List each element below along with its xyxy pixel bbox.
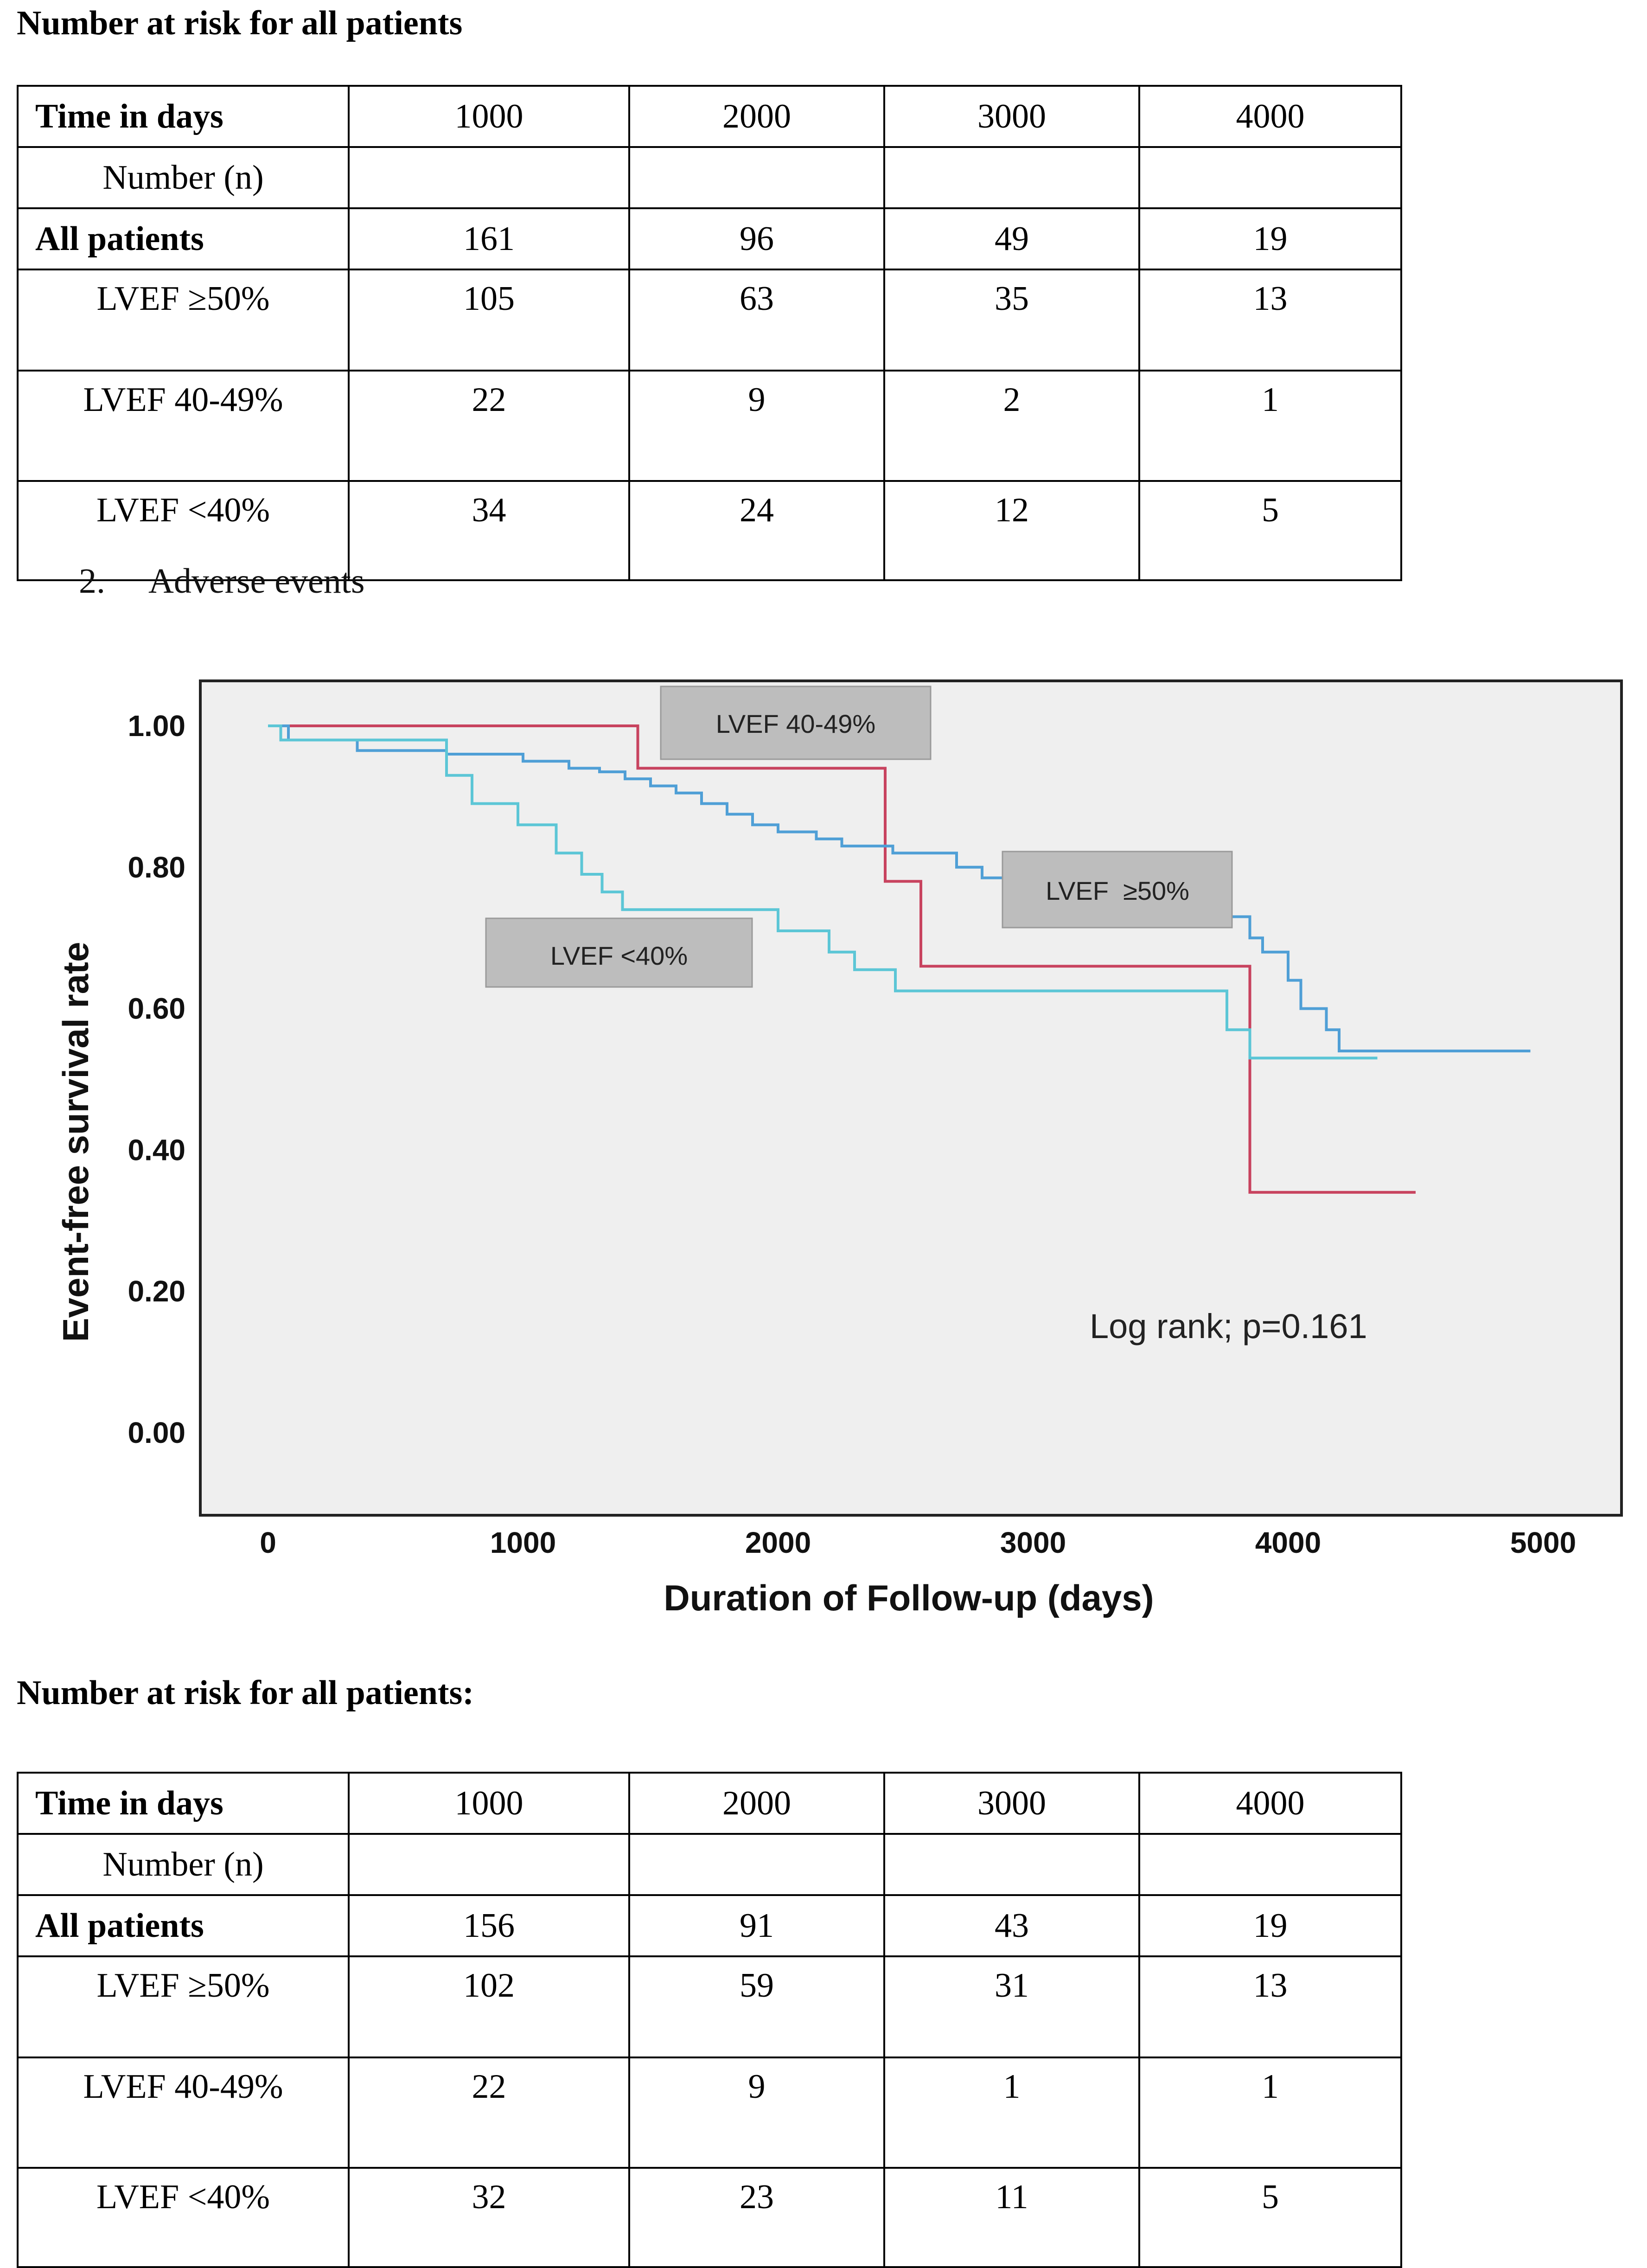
subheader-number: Number (n) xyxy=(17,146,350,209)
x-axis-title: Duration of Follow-up (days) xyxy=(664,1577,1154,1618)
label-box-lvef-40-49 xyxy=(660,686,932,760)
risk-cell: 59 xyxy=(628,1955,885,2058)
risk-table-bottom: Time in days 1000 2000 3000 4000 Number … xyxy=(17,1772,1402,2268)
heading-bottom: Number at risk for all patients: xyxy=(17,1674,474,1712)
risk-cell: 13 xyxy=(1138,269,1402,372)
risk-cell: 19 xyxy=(1138,1894,1402,1957)
header-time-value: 3000 xyxy=(883,1772,1140,1835)
risk-cell: 13 xyxy=(1138,1955,1402,2058)
empty-cell xyxy=(348,1833,630,1896)
empty-cell xyxy=(628,1833,885,1896)
row-label-lvef-40-49: LVEF 40-49% xyxy=(17,370,350,482)
header-time-value: 3000 xyxy=(883,85,1140,148)
risk-cell: 9 xyxy=(628,370,885,482)
risk-cell: 105 xyxy=(348,269,630,372)
risk-table-top: Time in days 1000 2000 3000 4000 Number … xyxy=(17,85,1402,581)
risk-cell: 11 xyxy=(883,2167,1140,2268)
row-label-lvef-40: LVEF <40% xyxy=(17,480,350,581)
empty-cell xyxy=(348,146,630,209)
risk-cell: 49 xyxy=(883,207,1140,270)
risk-cell: 5 xyxy=(1138,480,1402,581)
x-tick-label: 3000 xyxy=(1000,1526,1066,1559)
risk-cell: 35 xyxy=(883,269,1140,372)
risk-cell: 9 xyxy=(628,2057,885,2169)
label-box-lvef-40 xyxy=(485,917,753,988)
label-box-text: LVEF ≥50% xyxy=(1046,876,1189,905)
row-label-lvef-50: LVEF ≥50% xyxy=(17,269,350,372)
series-line-lvef-50- xyxy=(268,724,1531,1052)
row-label-lvef-40-49: LVEF 40-49% xyxy=(17,2057,350,2169)
risk-cell: 32 xyxy=(348,2167,630,2268)
heading-top: Number at risk for all patients xyxy=(17,4,463,42)
header-time-value: 4000 xyxy=(1138,1772,1402,1835)
y-axis-title: Event-free survival rate xyxy=(55,942,96,1342)
risk-cell: 22 xyxy=(348,370,630,482)
plot-area xyxy=(199,679,1623,1517)
risk-cell: 63 xyxy=(628,269,885,372)
header-time-value: 4000 xyxy=(1138,85,1402,148)
empty-cell xyxy=(883,1833,1140,1896)
y-tick-label: 1.00 xyxy=(128,709,185,743)
x-tick-label: 1000 xyxy=(490,1526,556,1559)
series-line-lvef-40- xyxy=(268,724,1378,1060)
x-tick-label: 2000 xyxy=(745,1526,811,1559)
header-time-label: Time in days xyxy=(17,1772,350,1835)
x-tick-label: 5000 xyxy=(1510,1526,1576,1559)
risk-cell: 23 xyxy=(628,2167,885,2268)
y-tick-label: 0.40 xyxy=(128,1133,185,1166)
section-text: Adverse events xyxy=(148,562,365,601)
y-tick-label: 0.20 xyxy=(128,1275,185,1308)
x-tick-label: 4000 xyxy=(1255,1526,1321,1559)
subheader-number: Number (n) xyxy=(17,1833,350,1896)
y-tick-label: 0.80 xyxy=(128,851,185,884)
risk-cell: 1 xyxy=(883,2057,1140,2169)
y-tick-label: 0.00 xyxy=(128,1416,185,1449)
label-box-text: LVEF 40-49% xyxy=(716,709,875,738)
section-number: 2. xyxy=(79,562,105,601)
section-title: 2. Adverse events xyxy=(79,561,364,602)
survival-chart: 0.00 0.20 0.40 0.60 0.80 1.00 0 1000 2000 3000 40… xyxy=(55,679,1623,1618)
header-time-value: 1000 xyxy=(348,1772,630,1835)
header-time-value: 2000 xyxy=(628,1772,885,1835)
x-tick-label: 0 xyxy=(260,1526,276,1559)
series-line-lvef-40-49- xyxy=(268,724,1416,1194)
label-box-text: LVEF <40% xyxy=(550,941,688,970)
risk-cell: 34 xyxy=(348,480,630,581)
risk-cell: 12 xyxy=(883,480,1140,581)
risk-cell: 24 xyxy=(628,480,885,581)
risk-cell: 96 xyxy=(628,207,885,270)
risk-cell: 91 xyxy=(628,1894,885,1957)
risk-cell: 5 xyxy=(1138,2167,1402,2268)
row-label-lvef-40: LVEF <40% xyxy=(17,2167,350,2268)
risk-cell: 22 xyxy=(348,2057,630,2169)
risk-cell: 1 xyxy=(1138,2057,1402,2169)
header-time-label: Time in days xyxy=(17,85,350,148)
risk-cell: 1 xyxy=(1138,370,1402,482)
risk-cell: 2 xyxy=(883,370,1140,482)
row-label-all-patients: All patients xyxy=(17,1894,350,1957)
empty-cell xyxy=(1138,146,1402,209)
risk-cell: 31 xyxy=(883,1955,1140,2058)
empty-cell xyxy=(883,146,1140,209)
risk-cell: 102 xyxy=(348,1955,630,2058)
header-time-value: 1000 xyxy=(348,85,630,148)
row-label-lvef-50: LVEF ≥50% xyxy=(17,1955,350,2058)
risk-cell: 43 xyxy=(883,1894,1140,1957)
risk-cell: 19 xyxy=(1138,207,1402,270)
empty-cell xyxy=(1138,1833,1402,1896)
header-time-value: 2000 xyxy=(628,85,885,148)
risk-cell: 161 xyxy=(348,207,630,270)
row-label-all-patients: All patients xyxy=(17,207,350,270)
label-box-lvef-50 xyxy=(1002,851,1233,929)
risk-cell: 156 xyxy=(348,1894,630,1957)
y-tick-label: 0.60 xyxy=(128,992,185,1025)
empty-cell xyxy=(628,146,885,209)
log-rank-annotation: Log rank; p=0.161 xyxy=(1090,1307,1367,1345)
